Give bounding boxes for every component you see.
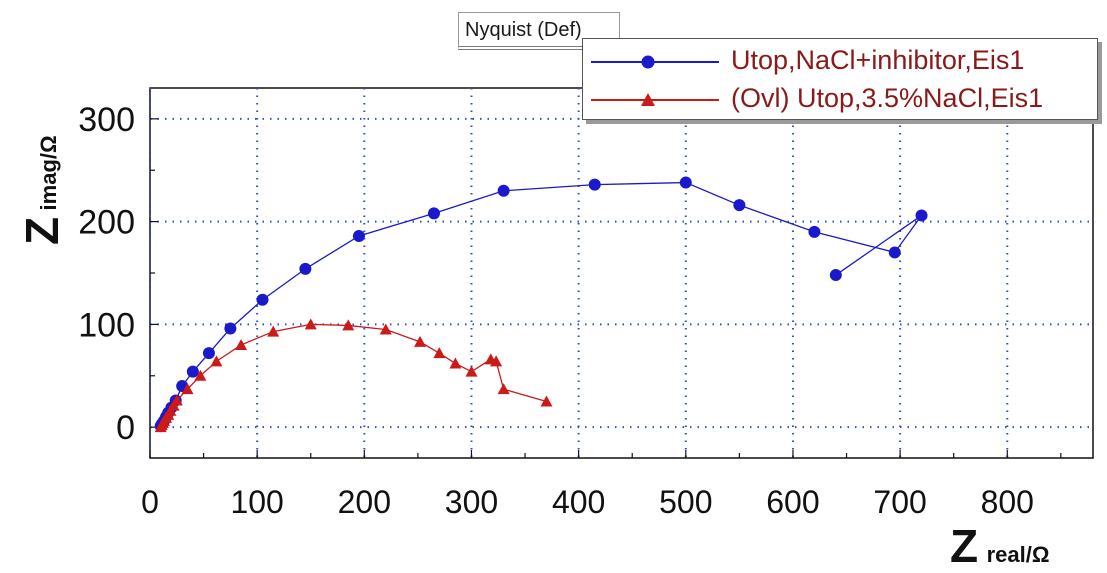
data-point: [210, 355, 223, 367]
data-point: [352, 230, 365, 242]
legend-item-series-1: Utop,NaCl+inhibitor,Eis1: [583, 41, 1097, 79]
x-tick-label: 300: [445, 484, 498, 520]
legend-item-series-2: (Ovl) Utop,3.5%NaCl,Eis1: [583, 79, 1097, 117]
triangle-marker-icon: [641, 93, 655, 106]
data-point: [202, 347, 215, 360]
data-point: [588, 178, 601, 191]
x-tick-label: 800: [981, 484, 1034, 520]
data-point: [224, 322, 237, 335]
y-tick-label: 300: [78, 101, 135, 139]
x-tick-label: 600: [766, 484, 819, 520]
data-series: [154, 176, 928, 433]
legend-label-series-2: (Ovl) Utop,3.5%NaCl,Eis1: [731, 83, 1044, 113]
data-point: [342, 319, 355, 331]
data-point: [181, 383, 194, 395]
data-point: [449, 357, 462, 369]
data-point: [829, 269, 842, 282]
data-point: [379, 323, 392, 335]
y-tick-labels: 0 100 200 300: [78, 101, 135, 447]
x-axis-title: Z real/Ω: [950, 520, 1049, 568]
data-point: [497, 184, 510, 197]
x-tick-labels: 0 100 200 300 400 500 600 700 800: [141, 484, 1034, 520]
y-axis-title: Z imag/Ω: [16, 135, 68, 245]
x-tick-label: 500: [659, 484, 712, 520]
series-2: [154, 318, 553, 433]
x-tick-label: 400: [552, 484, 605, 520]
data-point: [267, 325, 280, 337]
data-point: [433, 347, 446, 359]
data-point: [186, 365, 199, 378]
data-point: [170, 394, 183, 406]
x-tick-label: 200: [338, 484, 391, 520]
y-tick-label: 100: [78, 306, 135, 344]
legend-label-series-1: Utop,NaCl+inhibitor,Eis1: [731, 45, 1025, 75]
data-point: [299, 262, 312, 275]
data-point: [540, 395, 553, 407]
data-point: [194, 369, 207, 381]
data-point: [465, 365, 478, 377]
grid-lines: [149, 88, 1093, 458]
data-point: [888, 246, 901, 259]
data-point: [414, 335, 427, 347]
data-point: [304, 318, 317, 330]
data-point: [915, 209, 928, 222]
data-point: [427, 207, 440, 220]
x-tick-label: 100: [230, 484, 283, 520]
circle-marker-icon: [641, 55, 655, 69]
legend-line-series-2: [591, 99, 719, 101]
legend-line-series-1: [591, 61, 719, 63]
legend: Utop,NaCl+inhibitor,Eis1 (Ovl) Utop,3.5%…: [582, 38, 1098, 120]
data-point: [808, 225, 821, 238]
plot-area: [149, 87, 1094, 459]
x-tick-label: 0: [141, 484, 159, 520]
axis-ticks: [149, 118, 1062, 458]
y-tick-label: 200: [78, 204, 135, 242]
data-point: [733, 199, 746, 212]
data-point: [679, 176, 692, 189]
x-tick-label: 700: [873, 484, 926, 520]
data-point: [497, 383, 510, 395]
data-point: [235, 338, 248, 350]
data-point: [256, 293, 269, 306]
y-tick-label: 0: [116, 409, 135, 447]
data-point: [490, 355, 503, 367]
